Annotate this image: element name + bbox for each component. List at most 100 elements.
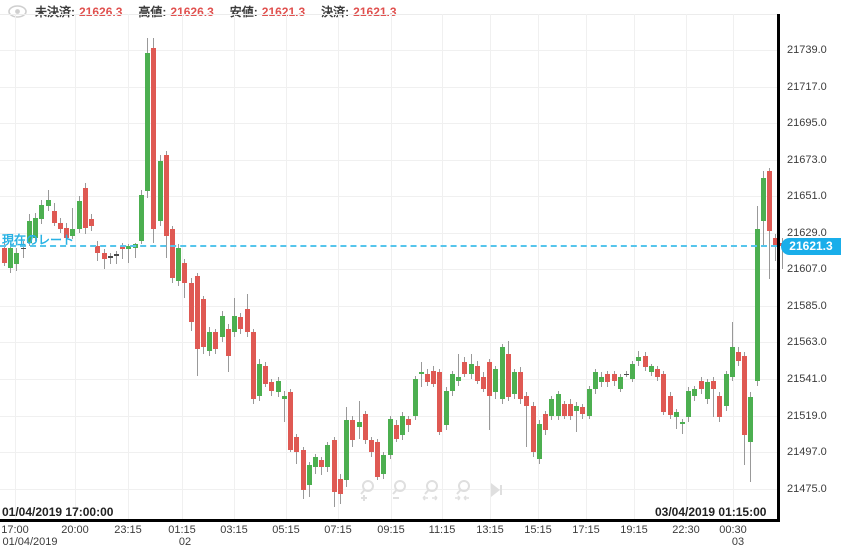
candle [686,390,692,418]
candle [518,372,524,399]
candle [362,413,368,441]
gridline-vertical [15,14,16,519]
candle [711,380,717,389]
eye-icon[interactable] [8,4,27,18]
candle [512,372,518,394]
candle [543,413,549,431]
time-tick-label: 20:00 [61,524,89,536]
gridline-vertical [686,14,687,519]
candle [692,388,698,396]
gridline-vertical [634,14,635,519]
price-tick-label: 21585.0 [787,299,827,312]
candle [673,412,679,418]
candle [679,422,685,424]
candle-wick [626,370,627,378]
time-tick-sublabel: 02 [178,536,192,548]
candle [462,362,468,374]
candle [138,194,144,242]
candle [269,382,275,391]
candle [14,252,20,265]
price-tick-label: 21541.0 [787,372,827,385]
candle [729,347,735,378]
zoom-in-icon[interactable] [358,478,376,507]
candle [437,372,443,433]
play-icon[interactable] [486,478,504,507]
candle [767,171,773,232]
candle [300,450,306,491]
gridline-horizontal [0,232,777,234]
candle [225,329,231,356]
candle [599,377,605,383]
current-rate-label: 現在のレート [2,232,75,247]
candle [592,372,598,389]
price-tick-label: 21629.0 [787,226,827,239]
candle-wick [775,234,777,261]
candle [406,418,412,426]
candle [64,227,70,238]
candle [443,390,449,426]
candle-wick [458,354,460,386]
candle [176,247,182,281]
price-tick-label: 21695.0 [787,117,827,130]
candle-wick [713,377,715,418]
candle [648,365,654,373]
ohlc-field-value: 21621.3 [353,4,397,19]
candle [126,246,132,250]
candle [20,247,26,250]
candle [188,282,194,323]
candle [661,373,667,413]
time-tick-label: 01:15 [168,524,196,536]
candle [33,217,39,238]
candle [101,252,107,260]
candle [26,221,32,243]
time-tick-label: 09:15 [377,524,405,536]
gridline-vertical [286,14,287,519]
candle [381,455,387,474]
candle [151,48,157,230]
gridline-horizontal [0,269,777,271]
chart-toolbar [358,478,504,507]
gridline-vertical [128,14,129,519]
candle [549,398,555,416]
zoom-expand-horizontal-icon[interactable] [422,478,440,507]
candle [561,403,567,416]
candle [219,315,225,338]
candle [605,373,611,383]
price-tick-label: 21475.0 [787,482,827,495]
gridline-horizontal [0,378,777,380]
candle-wick [675,408,677,429]
candle [89,219,95,227]
time-tick-label: 05:15 [272,524,300,536]
candle [536,423,542,459]
candle [474,365,480,381]
candle [624,373,629,376]
candle [201,299,207,348]
ohlc-field-2: 安値: 21621.3 [230,3,305,20]
candle [337,478,343,494]
candle [238,317,244,330]
candle [257,364,263,396]
candle [480,377,486,389]
zoom-compress-horizontal-icon[interactable] [454,478,472,507]
candle [263,365,269,384]
range-end-label: 03/04/2019 01:15:00 [655,505,767,519]
ohlc-field-label: 安値: [229,4,258,19]
gridline-vertical [538,14,539,519]
gridline-horizontal [0,123,777,125]
zoom-out-icon[interactable] [390,478,408,507]
gridline-horizontal [0,415,777,417]
candle-wick [526,392,528,448]
candle [505,354,511,398]
candle [555,393,561,416]
time-tick-label: 11:15 [428,524,456,536]
candle-wick [576,402,578,433]
gridline-horizontal [0,159,777,161]
candle [580,407,586,414]
candle [468,364,474,374]
gridline-vertical [338,14,339,519]
candle-wick [358,400,360,439]
candle [655,368,661,378]
candle [107,256,113,258]
price-tick-label: 21607.0 [787,263,827,276]
candle [113,254,119,256]
